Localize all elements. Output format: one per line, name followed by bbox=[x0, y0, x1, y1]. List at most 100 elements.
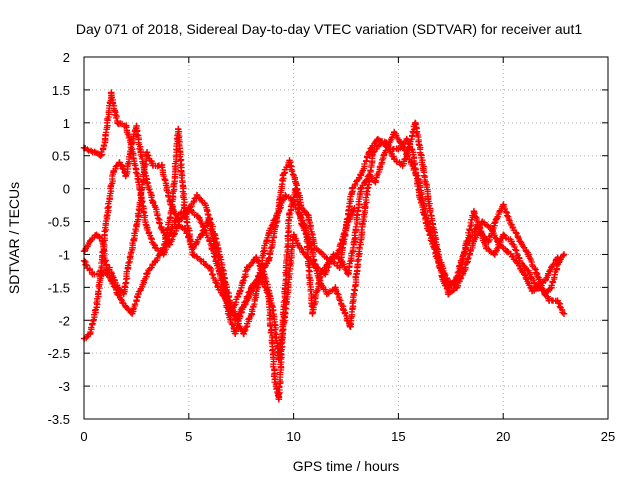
data-point bbox=[500, 201, 507, 209]
data-point bbox=[206, 215, 213, 222]
data-point bbox=[206, 264, 213, 271]
data-point bbox=[386, 145, 394, 153]
data-point bbox=[391, 155, 398, 163]
data-point bbox=[500, 231, 507, 238]
data-point bbox=[129, 310, 136, 317]
data-point bbox=[292, 185, 299, 192]
data-point bbox=[149, 198, 157, 205]
data-point bbox=[445, 290, 452, 298]
data-point bbox=[198, 231, 205, 238]
data-point bbox=[166, 241, 174, 248]
data-point bbox=[122, 122, 130, 130]
data-point bbox=[97, 271, 104, 278]
data-point bbox=[198, 257, 205, 265]
data-point bbox=[326, 257, 333, 265]
data-point bbox=[346, 323, 354, 331]
data-point bbox=[124, 264, 132, 271]
data-point bbox=[520, 271, 528, 278]
data-point bbox=[344, 218, 352, 225]
data-point bbox=[135, 290, 142, 298]
data-point bbox=[93, 303, 100, 311]
data-point bbox=[152, 257, 159, 265]
data-point bbox=[319, 251, 327, 258]
data-point bbox=[122, 172, 130, 179]
data-point bbox=[196, 215, 203, 222]
data-point bbox=[309, 310, 316, 317]
data-point bbox=[223, 284, 230, 291]
data-point bbox=[395, 145, 402, 153]
data-point bbox=[114, 290, 121, 298]
data-point bbox=[261, 244, 268, 252]
data-point bbox=[149, 162, 157, 169]
data-point bbox=[554, 297, 561, 304]
data-point bbox=[409, 149, 417, 156]
data-point bbox=[143, 224, 151, 232]
data-point bbox=[516, 238, 524, 245]
data-point bbox=[508, 221, 515, 229]
plot-frame bbox=[83, 56, 609, 420]
data-point bbox=[99, 238, 107, 245]
grid-lines bbox=[84, 57, 608, 419]
data-point bbox=[231, 310, 239, 317]
x-tick-label: 20 bbox=[496, 429, 510, 444]
data-point bbox=[439, 274, 446, 281]
data-point bbox=[235, 290, 243, 298]
data-point bbox=[512, 257, 519, 265]
data-point bbox=[193, 192, 201, 199]
x-tick-label: 0 bbox=[80, 429, 87, 444]
data-point bbox=[189, 251, 197, 258]
data-point bbox=[487, 224, 494, 232]
y-tick-label: -3.5 bbox=[48, 412, 70, 427]
x-tick-label: 15 bbox=[391, 429, 405, 444]
data-point bbox=[87, 330, 94, 337]
data-point bbox=[479, 218, 486, 225]
data-point bbox=[533, 271, 540, 278]
marker-cloud bbox=[81, 125, 358, 338]
data-point bbox=[202, 201, 209, 209]
data-point bbox=[103, 271, 111, 278]
data-point bbox=[560, 310, 568, 317]
data-point bbox=[275, 396, 283, 403]
data-point bbox=[323, 290, 331, 298]
marker-cloud bbox=[80, 89, 568, 337]
data-point bbox=[466, 234, 473, 242]
data-point bbox=[292, 178, 299, 186]
y-tick-label: -2.5 bbox=[48, 346, 70, 361]
data-point bbox=[548, 284, 555, 291]
data-point bbox=[305, 211, 312, 219]
y-tick-label: -3 bbox=[58, 379, 70, 394]
data-points bbox=[80, 89, 568, 403]
data-point bbox=[143, 149, 151, 156]
data-point bbox=[537, 284, 545, 291]
y-tick-label: -1.5 bbox=[48, 280, 70, 295]
data-point bbox=[420, 165, 427, 173]
data-point bbox=[470, 208, 478, 215]
data-point bbox=[223, 297, 230, 304]
data-point bbox=[254, 284, 262, 291]
series-track-1 bbox=[80, 89, 568, 337]
data-point bbox=[357, 172, 364, 179]
data-point bbox=[143, 271, 151, 278]
data-point bbox=[495, 241, 503, 248]
data-point bbox=[548, 264, 555, 271]
data-point bbox=[87, 238, 94, 245]
data-point bbox=[290, 231, 297, 238]
x-axis-label: GPS time / hours bbox=[293, 458, 400, 474]
series-track-4 bbox=[80, 125, 358, 338]
data-point bbox=[240, 330, 247, 337]
data-point bbox=[560, 251, 568, 258]
data-point bbox=[525, 267, 532, 275]
data-point bbox=[114, 119, 121, 127]
data-point bbox=[529, 287, 536, 294]
data-point bbox=[129, 244, 136, 252]
data-point bbox=[108, 277, 115, 284]
y-tick-label: -2 bbox=[58, 313, 70, 328]
data-point bbox=[279, 317, 287, 324]
data-point bbox=[133, 122, 140, 130]
data-point bbox=[302, 224, 310, 232]
data-point bbox=[338, 257, 346, 265]
data-point bbox=[485, 238, 492, 245]
data-point bbox=[97, 152, 104, 159]
data-point bbox=[380, 152, 387, 159]
